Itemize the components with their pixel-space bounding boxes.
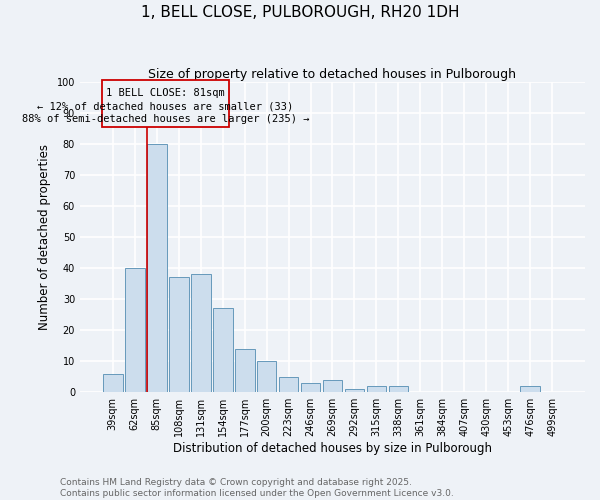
Text: ← 12% of detached houses are smaller (33): ← 12% of detached houses are smaller (33… bbox=[37, 102, 293, 112]
Bar bbox=[147, 144, 167, 392]
Bar bbox=[125, 268, 145, 392]
Bar bbox=[103, 374, 122, 392]
Bar bbox=[367, 386, 386, 392]
Bar bbox=[235, 348, 254, 392]
Bar bbox=[213, 308, 233, 392]
Bar bbox=[102, 80, 229, 126]
Y-axis label: Number of detached properties: Number of detached properties bbox=[38, 144, 51, 330]
Bar bbox=[257, 361, 277, 392]
Bar bbox=[389, 386, 408, 392]
Text: 1, BELL CLOSE, PULBOROUGH, RH20 1DH: 1, BELL CLOSE, PULBOROUGH, RH20 1DH bbox=[141, 5, 459, 20]
Bar bbox=[344, 389, 364, 392]
Bar bbox=[520, 386, 540, 392]
Title: Size of property relative to detached houses in Pulborough: Size of property relative to detached ho… bbox=[148, 68, 517, 80]
Bar bbox=[323, 380, 343, 392]
Bar bbox=[191, 274, 211, 392]
Bar bbox=[278, 376, 298, 392]
Text: Contains HM Land Registry data © Crown copyright and database right 2025.
Contai: Contains HM Land Registry data © Crown c… bbox=[60, 478, 454, 498]
Text: 88% of semi-detached houses are larger (235) →: 88% of semi-detached houses are larger (… bbox=[22, 114, 309, 124]
Bar bbox=[301, 383, 320, 392]
Bar bbox=[169, 278, 188, 392]
Text: 1 BELL CLOSE: 81sqm: 1 BELL CLOSE: 81sqm bbox=[106, 88, 225, 98]
X-axis label: Distribution of detached houses by size in Pulborough: Distribution of detached houses by size … bbox=[173, 442, 492, 455]
